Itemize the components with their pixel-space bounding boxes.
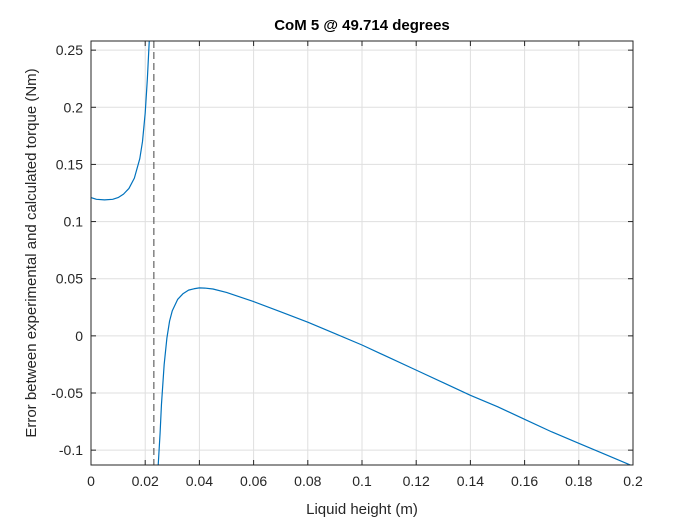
series-line: [157, 287, 632, 465]
y-tick-label: 0: [75, 328, 83, 344]
y-axis-label: Error between experimental and calculate…: [23, 68, 40, 437]
y-tick-label: 0.25: [56, 42, 83, 58]
x-tick-label: 0.06: [240, 473, 267, 489]
plot-area: [91, 41, 632, 465]
x-axis-label: Liquid height (m): [306, 501, 418, 518]
plot-frame: [90, 40, 634, 466]
chart-title: CoM 5 @ 49.714 degrees: [274, 17, 450, 34]
y-tick-label: 0.1: [64, 214, 84, 230]
x-tick-label: 0.08: [294, 473, 321, 489]
grid-lines: [90, 41, 634, 465]
x-tick-label: 0.02: [132, 473, 159, 489]
x-tick-label: 0.04: [186, 473, 213, 489]
y-tick-label: -0.05: [51, 385, 83, 401]
x-tick-label: 0.18: [565, 473, 592, 489]
y-tick-label: 0.2: [64, 99, 84, 115]
x-tick-label: 0: [87, 473, 95, 489]
curve-group: [91, 41, 632, 465]
x-tick-label: 0.16: [511, 473, 538, 489]
y-tick-label: 0.05: [56, 271, 83, 287]
x-tick-label: 0.1: [352, 473, 372, 489]
x-tick-label: 0.2: [623, 473, 643, 489]
y-tick-label: -0.1: [59, 442, 83, 458]
x-tick-label: 0.14: [457, 473, 484, 489]
y-tick-label: 0.15: [56, 156, 83, 172]
series-line: [91, 41, 150, 201]
axis-ticks: 0 0.02 0.04 0.06 0.08 0.1 0.12 0.14 0.16 0.18 0.2 -…: [51, 41, 643, 489]
x-tick-label: 0.12: [403, 473, 430, 489]
